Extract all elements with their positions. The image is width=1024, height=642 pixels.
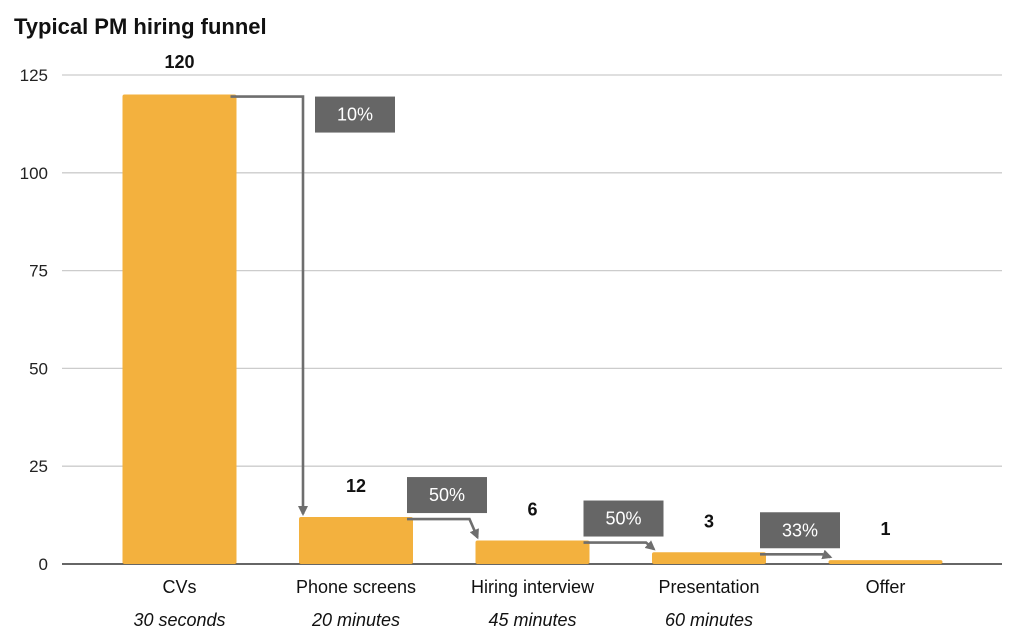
bar bbox=[299, 517, 413, 564]
y-tick-label: 25 bbox=[29, 457, 48, 476]
arrow-layer bbox=[230, 95, 840, 560]
bar-value-label: 12 bbox=[346, 476, 366, 496]
bar bbox=[475, 540, 590, 564]
x-tick-label: Offer bbox=[866, 577, 906, 597]
x-tick-label: Hiring interview bbox=[471, 577, 595, 597]
conversion-rate-box bbox=[583, 500, 664, 537]
bar-value-label: 1 bbox=[880, 519, 890, 539]
x-tick-label: Phone screens bbox=[296, 577, 416, 597]
conversion-rate-label: 33% bbox=[782, 520, 818, 540]
x-tick-sublabel: 30 seconds bbox=[133, 610, 225, 630]
conversion-arrow bbox=[407, 517, 479, 540]
conversion-rate-label: 50% bbox=[605, 509, 641, 529]
x-tick-label: CVs bbox=[162, 577, 196, 597]
bar bbox=[122, 94, 237, 564]
bar bbox=[652, 552, 766, 564]
conversion-arrow bbox=[230, 95, 308, 517]
conversion-arrow bbox=[760, 549, 833, 560]
y-tick-label: 75 bbox=[29, 262, 48, 281]
bar bbox=[828, 560, 943, 564]
x-tick-label: Presentation bbox=[658, 577, 759, 597]
y-tick-label: 100 bbox=[20, 164, 48, 183]
conversion-rate-box bbox=[760, 512, 840, 549]
chart-title: Typical PM hiring funnel bbox=[14, 14, 267, 39]
x-tick-sublabel: 60 minutes bbox=[665, 610, 753, 630]
y-tick-label: 50 bbox=[29, 359, 48, 378]
bar-value-label: 6 bbox=[527, 500, 537, 520]
y-tick-label: 0 bbox=[39, 555, 48, 574]
conversion-rate-label: 10% bbox=[337, 105, 373, 125]
x-tick-sublabel: 45 minutes bbox=[488, 610, 576, 630]
bar-layer bbox=[122, 94, 943, 564]
x-tick-sublabel: 20 minutes bbox=[311, 610, 400, 630]
conversion-rate-label: 50% bbox=[429, 485, 465, 505]
conversion-rate-box bbox=[315, 96, 395, 133]
y-tick-label: 125 bbox=[20, 66, 48, 85]
conversion-arrow bbox=[583, 540, 656, 551]
bar-value-label: 3 bbox=[704, 511, 714, 531]
bar-value-label: 120 bbox=[164, 52, 194, 72]
label-layer: 0 25 50 75 100 125 120 12 6 3 1 CVs 30 seconds Phone … bbox=[20, 52, 906, 630]
conversion-rate-box bbox=[407, 477, 487, 514]
